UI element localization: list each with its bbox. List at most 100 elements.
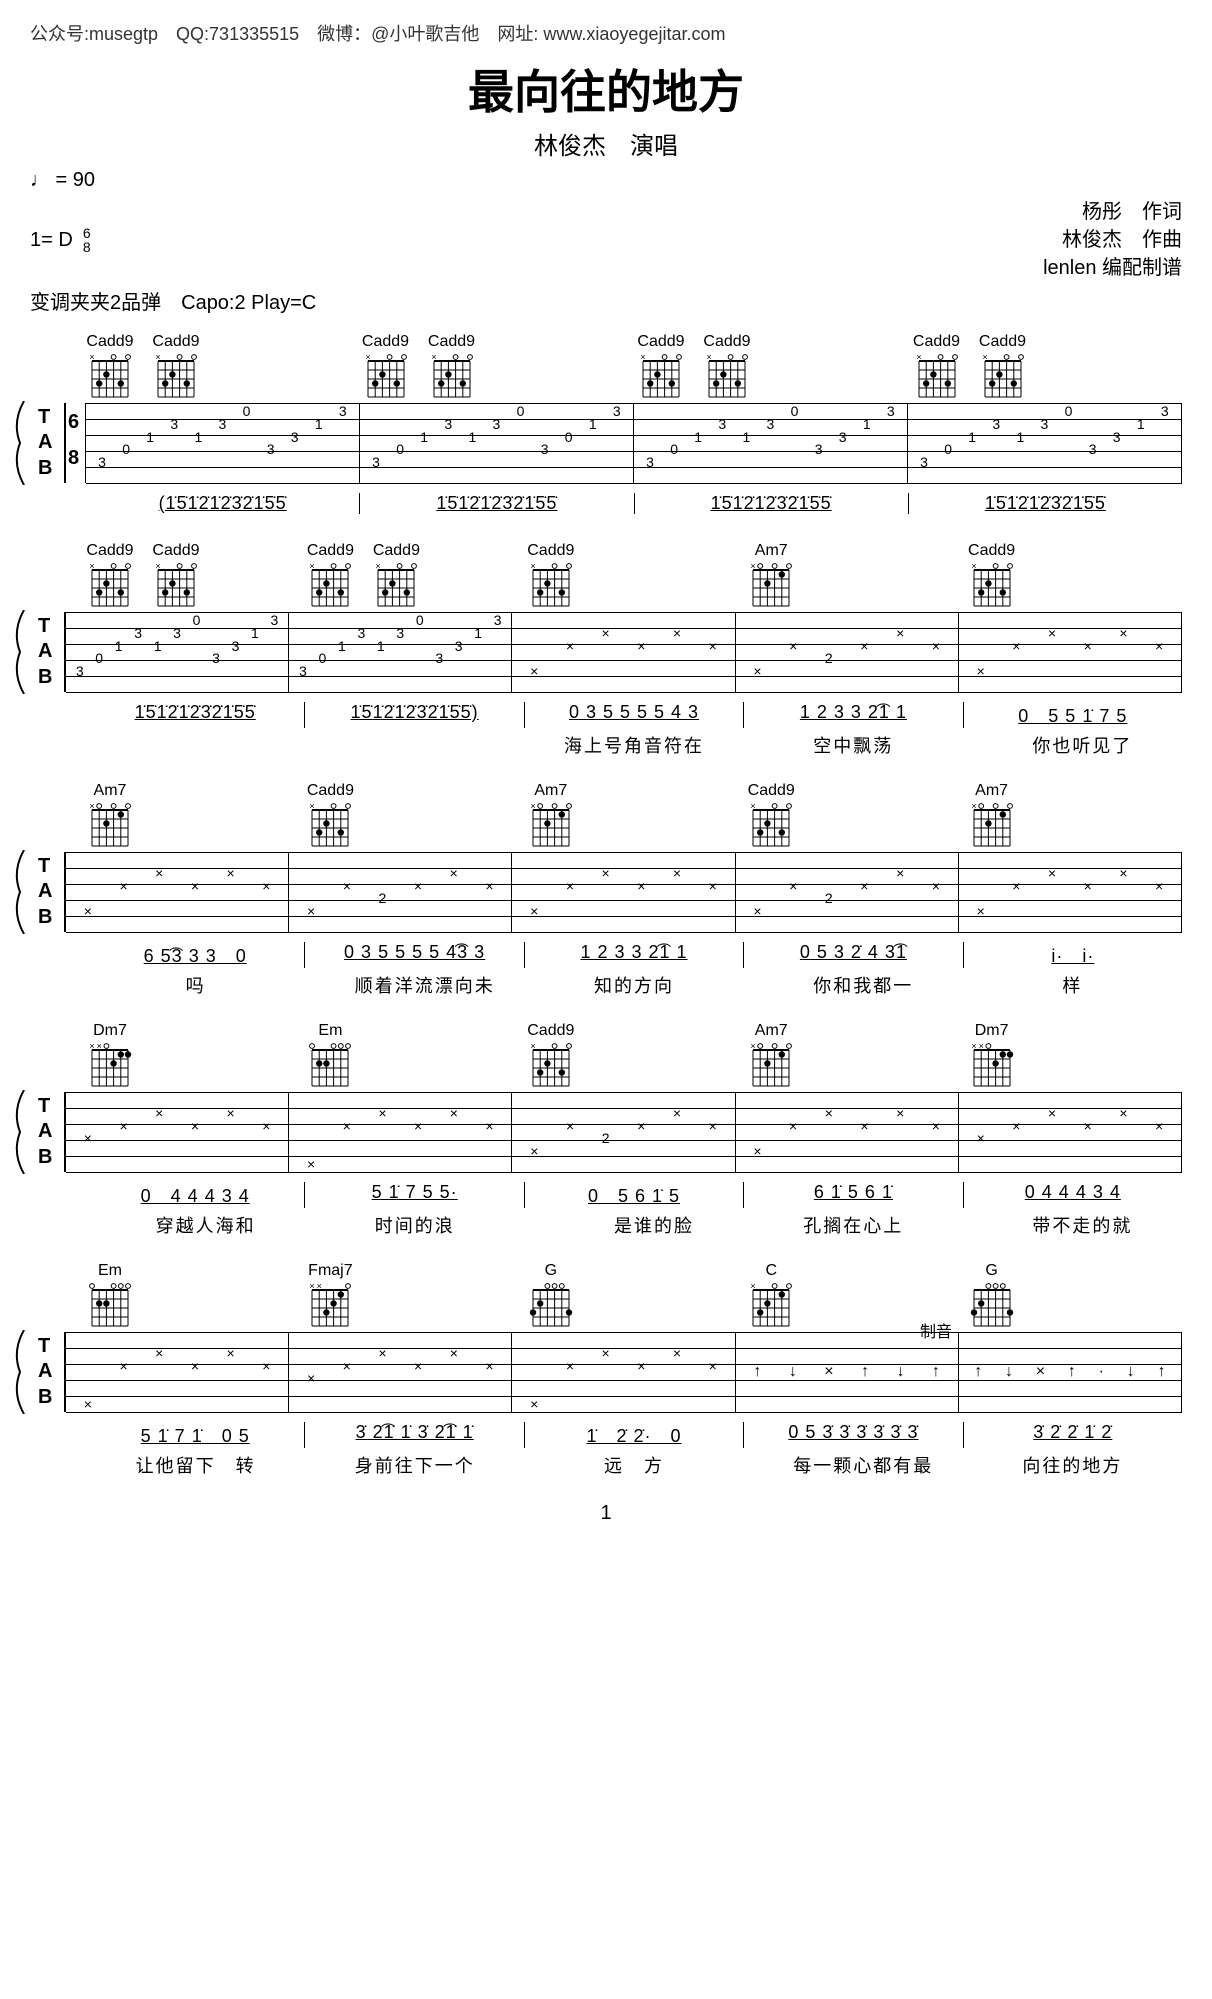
chord-diagram-cadd9: Cadd9 × [979, 333, 1027, 401]
chord-name: Dm7 [975, 1022, 1009, 1040]
chord-name: Cadd9 [748, 782, 795, 800]
chord-slot: G [527, 1262, 741, 1330]
fret-number: × [84, 1130, 92, 1146]
tab-staff: TAB3013130331330131303313××××××××2××××××… [30, 612, 1182, 692]
lyrics-row: 让他留下 转身前往下一个远 方 每一颗心都有最向往的地方 [30, 1452, 1182, 1478]
jianpu-measure: 1 2 3 3 2͡1 1 [744, 702, 963, 728]
fret-number: × [262, 1358, 270, 1374]
fret-number: × [896, 865, 904, 881]
svg-text:×: × [530, 802, 535, 811]
main-title: 最向往的地方 [30, 56, 1182, 122]
fret-number: 2 [379, 890, 387, 906]
svg-text:×: × [978, 1042, 983, 1051]
chord-diagram-cadd9: Cadd9 × [428, 333, 476, 401]
chord-diagram-cadd9: Cadd9 × [86, 333, 134, 401]
chord-diagram-am7: Am7 × [747, 542, 795, 610]
jianpu-measure: 3̇ 2͡1̇ 1̇ 3̇ 2͡1̇ 1̇ [305, 1422, 524, 1448]
fret-number: 3 [357, 625, 365, 641]
jianpu-measure: 1̇5̇1̇2̇1̇2̇3̇2̇1̇5̇5̇ [86, 702, 305, 728]
fret-number: × [637, 878, 645, 894]
chord-diagram-em: Em [86, 1262, 134, 1330]
fret-number: × [1084, 638, 1092, 654]
fret-number: × [753, 1143, 761, 1159]
fret-number: × [1155, 878, 1163, 894]
system-5: Em Fmaj7 ×× G C × G TAB×××××××××××××××××… [30, 1262, 1182, 1478]
fret-number: × [307, 903, 315, 919]
strum-mark: ↑ [753, 1363, 761, 1381]
fret-number: 1 [338, 638, 346, 654]
info-row: 1= D 6 8 杨彤 作词林俊杰 作曲lenlen 编配制谱 [30, 198, 1182, 282]
system-3: Am7 × Cadd9 × Am7 × Cadd9 × Am7 × TAB×××… [30, 782, 1182, 998]
fret-number: × [566, 638, 574, 654]
fret-number: 1 [1137, 416, 1145, 432]
fret-number: × [637, 1358, 645, 1374]
chord-diagram-cadd9: Cadd9 × [527, 542, 575, 610]
fret-number: × [566, 878, 574, 894]
svg-text:×: × [982, 353, 987, 362]
chord-row: Cadd9 × Cadd9 × Cadd9 × Cadd9 × Cadd9 × … [30, 333, 1182, 401]
fret-number: × [566, 1358, 574, 1374]
tab-measure: 30131303313 [908, 403, 1182, 483]
fret-number: 3 [396, 625, 404, 641]
svg-text:×: × [376, 562, 381, 571]
tab-measure: ×××××× [959, 612, 1182, 692]
time-signature: 6 8 [83, 226, 91, 254]
chord-name: Cadd9 [86, 542, 133, 560]
fret-number: 3 [1041, 416, 1049, 432]
fret-number: 3 [839, 429, 847, 445]
fret-number: × [860, 1118, 868, 1134]
chord-name: Cadd9 [527, 1022, 574, 1040]
fret-number: 0 [565, 429, 573, 445]
fret-number: × [709, 638, 717, 654]
fret-number: × [343, 1358, 351, 1374]
fret-number: × [1084, 1118, 1092, 1134]
svg-text:×: × [310, 562, 315, 571]
chord-name: Cadd9 [86, 333, 133, 351]
system-4: Dm7 ×× Em Cadd9 × Am7 × Dm7 ×× TAB××××××… [30, 1022, 1182, 1238]
svg-text:×: × [751, 1042, 756, 1051]
tab-measure: ×××××× [512, 852, 735, 932]
jianpu-measure: 0 4 4 4 3 4 [86, 1182, 305, 1208]
chord-row: Dm7 ×× Em Cadd9 × Am7 × Dm7 ×× [30, 1022, 1182, 1090]
fret-number: × [566, 1118, 574, 1134]
fret-number: 3 [339, 403, 347, 419]
svg-text:×: × [89, 1042, 94, 1051]
tab-measure: ×××××× [66, 1332, 289, 1412]
chord-name: Cadd9 [373, 542, 420, 560]
fret-number: × [414, 1118, 422, 1134]
chord-diagram-cadd9: Cadd9 × [152, 333, 200, 401]
fret-number: × [1012, 1118, 1020, 1134]
tab-measure: ×××××× [959, 1092, 1182, 1172]
fret-number: × [485, 878, 493, 894]
fret-number: 3 [212, 650, 220, 666]
lyrics-row: 穿越人海和时间的浪 是谁的脸孔搁在心上 带不走的就 [30, 1212, 1182, 1238]
chord-name: Cadd9 [527, 542, 574, 560]
lyric-measure: 顺着洋流漂向未 [305, 972, 524, 998]
tab-measure: ××2××× [736, 612, 959, 692]
tab-measure: 30131303013 [360, 403, 634, 483]
fret-number: × [1119, 625, 1127, 641]
fret-number: × [191, 1358, 199, 1374]
tab-measure: ××2××× [289, 852, 512, 932]
system-brace [12, 1330, 26, 1414]
strum-mark: ↓ [1005, 1363, 1013, 1381]
strum-mark: · [1099, 1363, 1104, 1381]
fret-number: 3 [541, 441, 549, 457]
fret-number: 3 [815, 441, 823, 457]
fret-number: 0 [1065, 403, 1073, 419]
fret-number: 0 [944, 441, 952, 457]
tab-time-sig: 6 8 [66, 403, 86, 483]
strum-mark: ↓ [897, 1363, 905, 1381]
chord-diagram-cadd9: Cadd9 × [747, 782, 795, 850]
chord-name: Cadd9 [307, 782, 354, 800]
chord-diagram-cadd9: Cadd9 × [527, 1022, 575, 1090]
lyric-measure: 空中飘荡 [744, 732, 963, 758]
chord-name: Cadd9 [152, 542, 199, 560]
chord-name: G [545, 1262, 557, 1280]
jianpu-row: (1̇5̇1̇2̇1̇2̇3̇2̇1̇5̇5̇1̇5̇1̇2̇1̇2̇3̇2̇1… [30, 493, 1182, 514]
tab-staff: TAB××××××××2×××××××××××2××××××××× [30, 852, 1182, 932]
fret-number: × [896, 1105, 904, 1121]
fret-number: × [378, 1345, 386, 1361]
jianpu-measure: 3̇ 2̇ 2̇ 1̇ 2̇ [964, 1422, 1182, 1448]
svg-text:×: × [971, 1042, 976, 1051]
